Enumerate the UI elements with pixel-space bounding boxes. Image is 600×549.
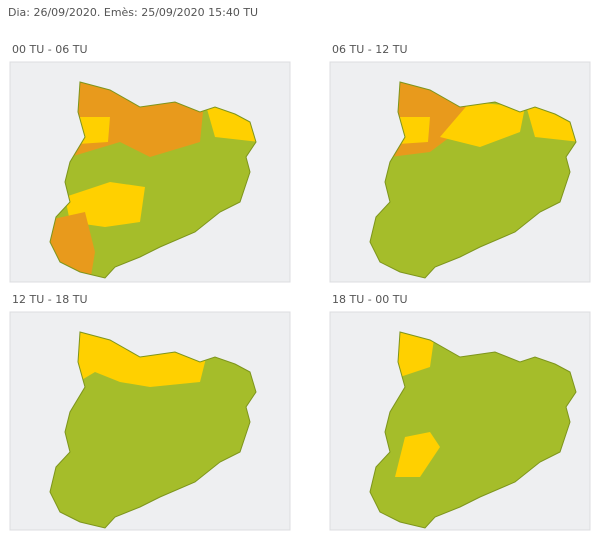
panel-title: 00 TU - 06 TU [12,43,88,56]
map-panel [9,311,291,531]
map-panel [329,311,591,531]
panel-title: 06 TU - 12 TU [332,43,408,56]
issue-date: Dia: 26/09/2020. Emès: 25/09/2020 15:40 … [8,6,258,19]
panel-title: 18 TU - 00 TU [332,293,408,306]
map-panel [329,61,591,283]
panel-title: 12 TU - 18 TU [12,293,88,306]
map-panel [9,61,291,283]
